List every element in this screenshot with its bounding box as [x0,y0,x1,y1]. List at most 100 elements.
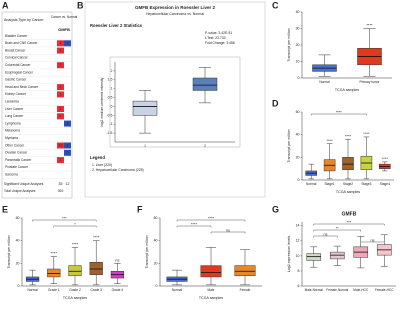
significance: **** [345,133,352,138]
cancer-name: Kidney Cancer [5,92,27,96]
y-tick-label: 30 [296,26,300,30]
table-frame [1,11,73,199]
count-value: 1 [60,63,62,67]
y-tick-label: 2 [111,69,113,73]
bracket [313,235,338,238]
y-tick-label: 60 [16,216,20,220]
count-value: 1 [60,114,62,118]
y-tick-label: 40 [296,10,300,14]
significance: **** [51,251,58,256]
bracket-label: ns [370,239,374,243]
box [342,157,354,171]
count-value: 1 [60,41,62,45]
bracket [210,231,246,234]
box [192,77,218,91]
box [47,268,61,278]
gene-header: GMFB [58,27,70,32]
count-value: 1 [60,92,62,96]
significance: **** [326,138,333,143]
panel-letter: A [2,0,9,10]
count-cell [57,106,64,112]
cancer-name: Head and Neck Cancer [5,85,39,89]
y-tick-label: 40 [154,239,158,243]
box [234,265,256,277]
chart-title: GMFB Expression in Roessler Liver 2 [135,5,216,10]
cancer-name: Gastric Cancer [5,78,27,82]
cancer-name: Myeloma [5,136,18,140]
panel-letter: G [272,204,279,214]
count-value: 1 [67,151,69,155]
legend-entry: 2. Hepatocellular Carcinoma (225) [92,168,144,172]
x-tick-label: Normal [27,288,38,292]
bracket [32,219,97,222]
bracket-label: **** [336,111,342,115]
x-tick-label: Normal [319,80,330,84]
summary-value: 392 [58,189,64,193]
x-tick-label: Grade 1 [48,288,60,292]
y-tick-label: -1 [109,122,112,126]
count-cell [57,47,64,54]
y-tick-label: -0.5 [106,113,112,117]
y-tick-label: 8 [298,269,300,273]
x-tick-label: Female-Normal [326,288,348,292]
y-tick-label: 40 [296,133,300,137]
x-tick-label: Normal [172,288,183,292]
count-cell [57,40,64,47]
bracket-label: *** [347,221,352,225]
x-tick-label: 2 [204,144,206,148]
stat: t-Test: 23.733 [205,36,226,40]
bracket-label: ns [323,233,327,237]
bracket [53,225,97,228]
x-tick-label: Male-HCC [353,288,369,292]
count-cell [64,142,71,149]
bracket-label: **** [208,217,214,221]
cancer-name: Bladder Cancer [5,34,28,38]
legend-title: Legend [90,155,105,160]
y-tick-label: 20 [16,261,20,265]
cancer-name: Other Cancer [5,143,25,147]
bracket-label: **** [191,223,197,227]
count-cell [57,157,64,164]
count-cell [64,120,71,127]
count-value: 1 [60,49,62,53]
y-tick-label: -1.5 [106,131,112,135]
box [89,261,103,275]
x-axis-label: TCGA samples [199,296,223,300]
y-axis-label: Transcript per million [287,129,291,162]
count-value: 1 [60,85,62,89]
bracket [311,113,367,116]
count-value: 1 [67,41,69,45]
y-axis-label: Transcript per million [145,235,149,268]
bracket [313,223,385,226]
bracket [313,229,361,232]
x-tick-label: Stage3 [361,182,371,186]
bracket [360,241,385,244]
legend-entry: 1. Liver (220) [92,163,112,167]
x-tick-label: Female [240,288,251,292]
count-value: 10 [59,143,63,147]
x-axis-label: TCGA samples [336,190,360,194]
chart-subtitle: Hepatocellular Carcinoma vs. Normal [146,12,204,16]
x-tick-label: Grade 2 [69,288,81,292]
count-cell [57,113,64,120]
summary-label: Significant Unique Analyses [4,182,44,186]
summary-value: 35 [59,182,63,186]
panel-letter: B [77,0,84,10]
panel-letter: D [272,98,279,108]
table-title: Analysis Type by Cancer [4,18,44,22]
box [132,100,158,116]
cancer-name: Lung Cancer [5,114,24,118]
x-tick-label: Female-HCC [375,288,394,292]
x-axis-label: TCGA samples [335,88,359,92]
y-tick-label: 20 [296,155,300,159]
cancer-name: Lymphoma [5,121,21,125]
panel-letter: C [272,0,279,10]
panel-letter: F [137,204,143,214]
x-tick-label: Stage4 [380,182,390,186]
y-tick-label: 20 [154,261,158,265]
y-tick-label: 60 [154,216,158,220]
x-tick-label: Male [208,288,215,292]
y-tick-label: 0 [298,76,300,80]
